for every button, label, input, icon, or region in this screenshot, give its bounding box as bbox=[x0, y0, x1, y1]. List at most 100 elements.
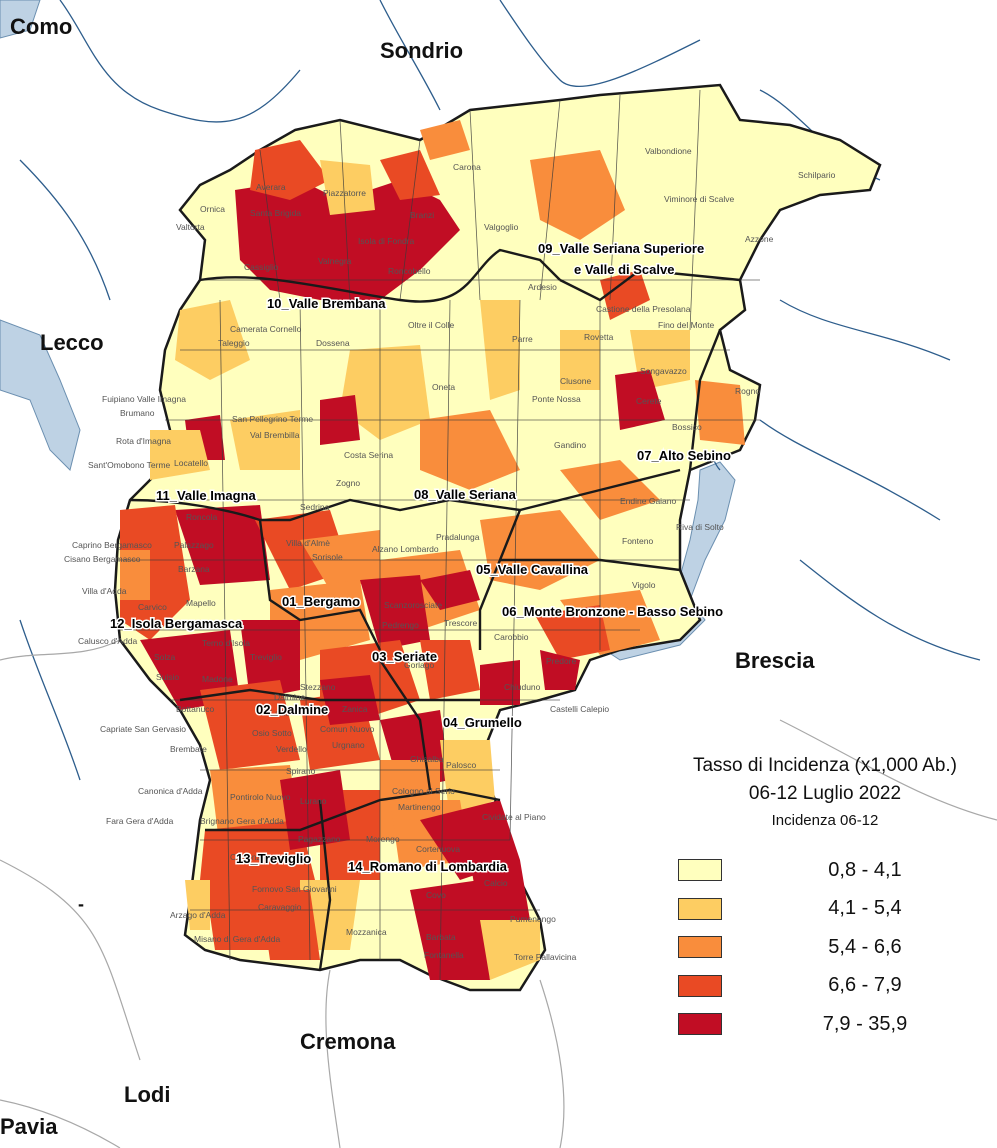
muni-label: Mapello bbox=[186, 598, 216, 608]
municipality-labels: Carona Valbondione Schilpario Piazzatorr… bbox=[64, 146, 836, 962]
legend-row: 0,8 - 4,1 bbox=[660, 851, 990, 890]
muni-label: Dalmine bbox=[274, 692, 305, 702]
muni-label: Cassiglio bbox=[244, 262, 279, 272]
legend-swatch bbox=[678, 1013, 722, 1036]
neighbor-sondrio: Sondrio bbox=[380, 38, 463, 63]
muni-label: Lurano bbox=[300, 796, 327, 806]
legend-label: 5,4 - 6,6 bbox=[828, 935, 902, 958]
muni-label: Fonteno bbox=[622, 536, 653, 546]
muni-label: Ornica bbox=[200, 204, 225, 214]
patch-brembana-low bbox=[175, 160, 375, 380]
muni-label: Brembate bbox=[170, 744, 207, 754]
muni-label: Mozzanica bbox=[346, 927, 387, 937]
muni-label: Endine Gaiano bbox=[620, 496, 677, 506]
muni-label: Averara bbox=[256, 182, 286, 192]
muni-label: Scanzorosciate bbox=[384, 600, 442, 610]
muni-label: Sorisole bbox=[312, 552, 343, 562]
muni-label: Carvico bbox=[138, 602, 167, 612]
muni-label: Carona bbox=[453, 162, 481, 172]
muni-label: Osio Sotto bbox=[252, 728, 292, 738]
legend-label: 7,9 - 35,9 bbox=[822, 1012, 908, 1035]
muni-label: Caravaggio bbox=[258, 902, 302, 912]
legend-label: 0,8 - 4,1 bbox=[828, 858, 902, 881]
muni-label: Lallio bbox=[270, 708, 290, 718]
district-label: 05_Valle Cavallina bbox=[476, 562, 589, 577]
muni-label: Predore bbox=[546, 656, 577, 666]
muni-label: Viminore di Scalve bbox=[664, 194, 735, 204]
muni-label: Capriate San Gervasio bbox=[100, 724, 186, 734]
muni-label: Carobbio bbox=[494, 632, 529, 642]
district-label: 11_Valle Imagna bbox=[156, 488, 257, 503]
legend-row: 4,1 - 5,4 bbox=[660, 890, 990, 929]
muni-label: Pradalunga bbox=[436, 532, 480, 542]
muni-label: Rogno bbox=[735, 386, 760, 396]
muni-label: Rota d'Imagna bbox=[116, 436, 171, 446]
muni-label: Brumano bbox=[120, 408, 155, 418]
district-label: 03_Seriate bbox=[372, 649, 437, 664]
muni-label: Treviglio bbox=[250, 652, 282, 662]
unnamed-region-mark: - bbox=[78, 894, 84, 914]
legend-title: Tasso di Incidenza (x1,000 Ab.) bbox=[692, 755, 958, 776]
muni-label: Fuipiano Valle Imagna bbox=[102, 394, 186, 404]
muni-label: Torre Pallavicina bbox=[514, 952, 577, 962]
muni-label: Arzago d'Adda bbox=[170, 910, 226, 920]
lake-iseo bbox=[604, 461, 736, 661]
district-label: 14_Romano di Lombardia bbox=[348, 859, 508, 874]
patch-cavallina bbox=[480, 510, 660, 655]
muni-label: Val Brembilla bbox=[250, 430, 300, 440]
muni-label: Covo bbox=[426, 890, 446, 900]
patch-romano-light bbox=[300, 740, 495, 950]
muni-label: Spirano bbox=[286, 766, 316, 776]
muni-label: Urgnano bbox=[332, 740, 365, 750]
muni-label: Piazzatorre bbox=[323, 188, 366, 198]
muni-label: Cologno al Serio bbox=[392, 786, 455, 796]
muni-label: Castelli Calepio bbox=[550, 704, 609, 714]
legend-label: 4,1 - 5,4 bbox=[828, 897, 902, 920]
district-label: 12_Isola Bergamasca bbox=[110, 616, 243, 631]
muni-label: Calvenzano bbox=[230, 852, 275, 862]
muni-label: Palosco bbox=[446, 760, 477, 770]
muni-label: Clusone bbox=[560, 376, 591, 386]
district-label: 10_Valle Brembana bbox=[267, 296, 386, 311]
muni-label: Pedrengo bbox=[382, 620, 419, 630]
muni-label: Schilpario bbox=[798, 170, 836, 180]
muni-label: Sedrina bbox=[300, 502, 330, 512]
muni-label: Pagazzano bbox=[298, 834, 341, 844]
water-bodies bbox=[0, 0, 736, 661]
muni-label: Chiuduno bbox=[504, 682, 541, 692]
legend-swatch bbox=[678, 859, 722, 882]
district-label: 01_Bergamo bbox=[282, 594, 360, 609]
patch-isola-orange bbox=[120, 505, 350, 640]
muni-label: Branzi bbox=[410, 210, 434, 220]
muni-label: Stezzano bbox=[300, 682, 336, 692]
muni-label: Costa Serina bbox=[344, 450, 393, 460]
muni-label: Taleggio bbox=[218, 338, 250, 348]
district-label: e Valle di Scalve bbox=[574, 262, 674, 277]
patch-brembana-mid bbox=[250, 140, 440, 200]
muni-label: Palazzago bbox=[174, 540, 214, 550]
muni-label: Isola di Fondra bbox=[358, 236, 414, 246]
muni-label: Misano di Gera d'Adda bbox=[194, 934, 280, 944]
muni-label: Castione della Presolana bbox=[596, 304, 691, 314]
patch-scalve bbox=[420, 120, 625, 240]
muni-label: Vigolo bbox=[632, 580, 656, 590]
patch-cerete bbox=[615, 370, 665, 430]
district-label: 02_Dalmine bbox=[256, 702, 328, 717]
district-label: 04_Grumello bbox=[443, 715, 522, 730]
district-label: 07_Alto Sebino bbox=[637, 448, 731, 463]
patch-valle-seriana-mix bbox=[340, 345, 430, 440]
muni-label: Roncola bbox=[186, 512, 217, 522]
muni-label: Alzano Lombardo bbox=[372, 544, 439, 554]
patch-rogno bbox=[695, 380, 745, 445]
patch-bergamo-area bbox=[270, 550, 480, 660]
muni-label: Zanica bbox=[342, 704, 368, 714]
muni-label: Valnegra bbox=[318, 256, 352, 266]
legend-classes: 0,8 - 4,1 4,1 - 5,4 5,4 - 6,6 6,6 - 7,9 7,9 … bbox=[660, 851, 990, 1044]
muni-label: Cividate al Piano bbox=[482, 812, 546, 822]
patch-grumello-red bbox=[480, 650, 580, 705]
muni-label: Villa d'Adda bbox=[82, 586, 127, 596]
muni-label: Valtorta bbox=[176, 222, 205, 232]
muni-label: Rovetta bbox=[584, 332, 614, 342]
legend-row: 7,9 - 35,9 bbox=[660, 1005, 990, 1044]
legend-subtitle: Incidenza 06-12 bbox=[771, 812, 879, 829]
